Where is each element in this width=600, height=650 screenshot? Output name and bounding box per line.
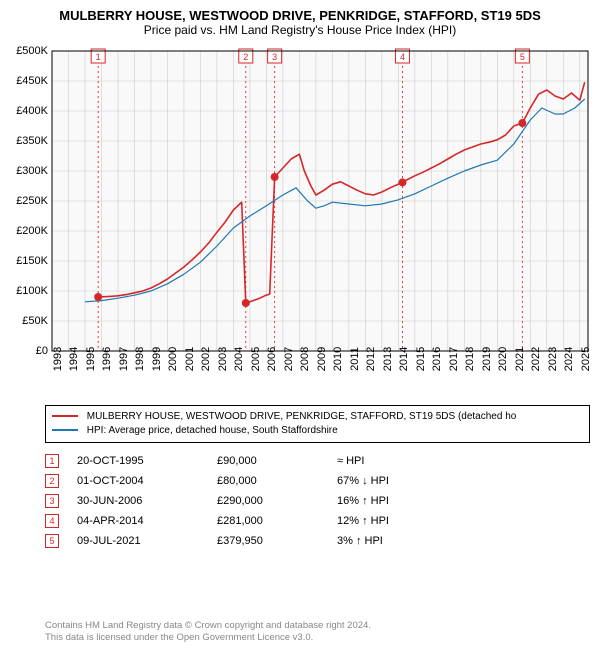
transaction-price: £90,000 bbox=[217, 455, 337, 467]
legend-label-hpi: HPI: Average price, detached house, Sout… bbox=[87, 425, 338, 436]
y-tick-label: £350K bbox=[4, 135, 48, 147]
x-tick-label: 2024 bbox=[563, 347, 575, 371]
x-tick-label: 2022 bbox=[530, 347, 542, 371]
x-tick-label: 2025 bbox=[580, 347, 592, 371]
transaction-date: 30-JUN-2006 bbox=[77, 495, 217, 507]
x-tick-label: 2019 bbox=[481, 347, 493, 371]
x-tick-label: 2000 bbox=[167, 347, 179, 371]
y-tick-label: £500K bbox=[4, 45, 48, 57]
transaction-row: 4 04-APR-2014£281,00012% ↑ HPI bbox=[45, 511, 590, 531]
x-tick-label: 2005 bbox=[250, 347, 262, 371]
x-tick-label: 2020 bbox=[497, 347, 509, 371]
svg-text:5: 5 bbox=[520, 52, 525, 62]
legend-swatch-hpi bbox=[52, 429, 78, 431]
x-tick-label: 2011 bbox=[349, 347, 361, 371]
x-tick-label: 2008 bbox=[299, 347, 311, 371]
transaction-row: 5 09-JUL-2021£379,9503% ↑ HPI bbox=[45, 531, 590, 551]
x-tick-label: 2007 bbox=[283, 347, 295, 371]
y-tick-label: £400K bbox=[4, 105, 48, 117]
y-tick-label: £300K bbox=[4, 165, 48, 177]
x-tick-label: 2012 bbox=[365, 347, 377, 371]
y-tick-label: £0 bbox=[4, 345, 48, 357]
x-tick-label: 1998 bbox=[134, 347, 146, 371]
chart-area: 1 2 3 4 5 £0 £50K £100K £150K £200K £250K £300K £35… bbox=[0, 41, 600, 401]
svg-text:1: 1 bbox=[96, 52, 101, 62]
legend-label-property: MULBERRY HOUSE, WESTWOOD DRIVE, PENKRIDG… bbox=[87, 411, 517, 422]
y-tick-label: £200K bbox=[4, 225, 48, 237]
transaction-hpi: 16% ↑ HPI bbox=[337, 495, 457, 507]
x-tick-label: 2001 bbox=[184, 347, 196, 371]
y-tick-label: £150K bbox=[4, 255, 48, 267]
legend: MULBERRY HOUSE, WESTWOOD DRIVE, PENKRIDG… bbox=[45, 405, 590, 443]
x-tick-label: 2023 bbox=[547, 347, 559, 371]
transaction-date: 01-OCT-2004 bbox=[77, 475, 217, 487]
y-tick-label: £50K bbox=[4, 315, 48, 327]
transaction-price: £290,000 bbox=[217, 495, 337, 507]
transaction-marker: 1 bbox=[45, 454, 59, 468]
transaction-marker: 3 bbox=[45, 494, 59, 508]
transaction-date: 09-JUL-2021 bbox=[77, 535, 217, 547]
transaction-hpi: 67% ↓ HPI bbox=[337, 475, 457, 487]
x-tick-label: 2016 bbox=[431, 347, 443, 371]
transaction-marker: 2 bbox=[45, 474, 59, 488]
footer-line-2: This data is licensed under the Open Gov… bbox=[45, 632, 590, 644]
x-tick-label: 1999 bbox=[151, 347, 163, 371]
x-tick-label: 1997 bbox=[118, 347, 130, 371]
x-tick-label: 2018 bbox=[464, 347, 476, 371]
x-tick-label: 2006 bbox=[266, 347, 278, 371]
x-tick-label: 2013 bbox=[382, 347, 394, 371]
footer: Contains HM Land Registry data © Crown c… bbox=[45, 620, 590, 644]
x-tick-label: 1994 bbox=[68, 347, 80, 371]
transaction-marker: 5 bbox=[45, 534, 59, 548]
legend-item-hpi: HPI: Average price, detached house, Sout… bbox=[52, 424, 583, 438]
legend-swatch-property bbox=[52, 415, 78, 417]
transaction-row: 1 20-OCT-1995£90,000≈ HPI bbox=[45, 451, 590, 471]
y-tick-label: £250K bbox=[4, 195, 48, 207]
transaction-marker: 4 bbox=[45, 514, 59, 528]
x-tick-label: 1996 bbox=[101, 347, 113, 371]
x-tick-label: 2003 bbox=[217, 347, 229, 371]
x-tick-label: 1993 bbox=[52, 347, 64, 371]
x-tick-label: 2017 bbox=[448, 347, 460, 371]
transaction-table: 1 20-OCT-1995£90,000≈ HPI 2 01-OCT-2004£80,… bbox=[45, 451, 590, 551]
transaction-row: 2 01-OCT-2004£80,00067% ↓ HPI bbox=[45, 471, 590, 491]
x-tick-label: 2004 bbox=[233, 347, 245, 371]
x-tick-label: 2009 bbox=[316, 347, 328, 371]
x-tick-label: 2002 bbox=[200, 347, 212, 371]
x-tick-label: 2014 bbox=[398, 347, 410, 371]
footer-line-1: Contains HM Land Registry data © Crown c… bbox=[45, 620, 590, 632]
chart-title: MULBERRY HOUSE, WESTWOOD DRIVE, PENKRIDG… bbox=[0, 0, 600, 23]
transaction-row: 3 30-JUN-2006£290,00016% ↑ HPI bbox=[45, 491, 590, 511]
x-tick-label: 2021 bbox=[514, 347, 526, 371]
transaction-hpi: 3% ↑ HPI bbox=[337, 535, 457, 547]
y-tick-label: £100K bbox=[4, 285, 48, 297]
svg-text:4: 4 bbox=[400, 52, 405, 62]
x-tick-label: 2010 bbox=[332, 347, 344, 371]
svg-text:2: 2 bbox=[243, 52, 248, 62]
x-tick-label: 2015 bbox=[415, 347, 427, 371]
y-tick-label: £450K bbox=[4, 75, 48, 87]
transaction-hpi: 12% ↑ HPI bbox=[337, 515, 457, 527]
x-tick-label: 1995 bbox=[85, 347, 97, 371]
transaction-price: £281,000 bbox=[217, 515, 337, 527]
transaction-date: 20-OCT-1995 bbox=[77, 455, 217, 467]
transaction-price: £379,950 bbox=[217, 535, 337, 547]
transaction-hpi: ≈ HPI bbox=[337, 455, 457, 467]
transaction-date: 04-APR-2014 bbox=[77, 515, 217, 527]
transaction-price: £80,000 bbox=[217, 475, 337, 487]
chart-subtitle: Price paid vs. HM Land Registry's House … bbox=[0, 23, 600, 41]
svg-text:3: 3 bbox=[272, 52, 277, 62]
legend-item-property: MULBERRY HOUSE, WESTWOOD DRIVE, PENKRIDG… bbox=[52, 410, 583, 424]
